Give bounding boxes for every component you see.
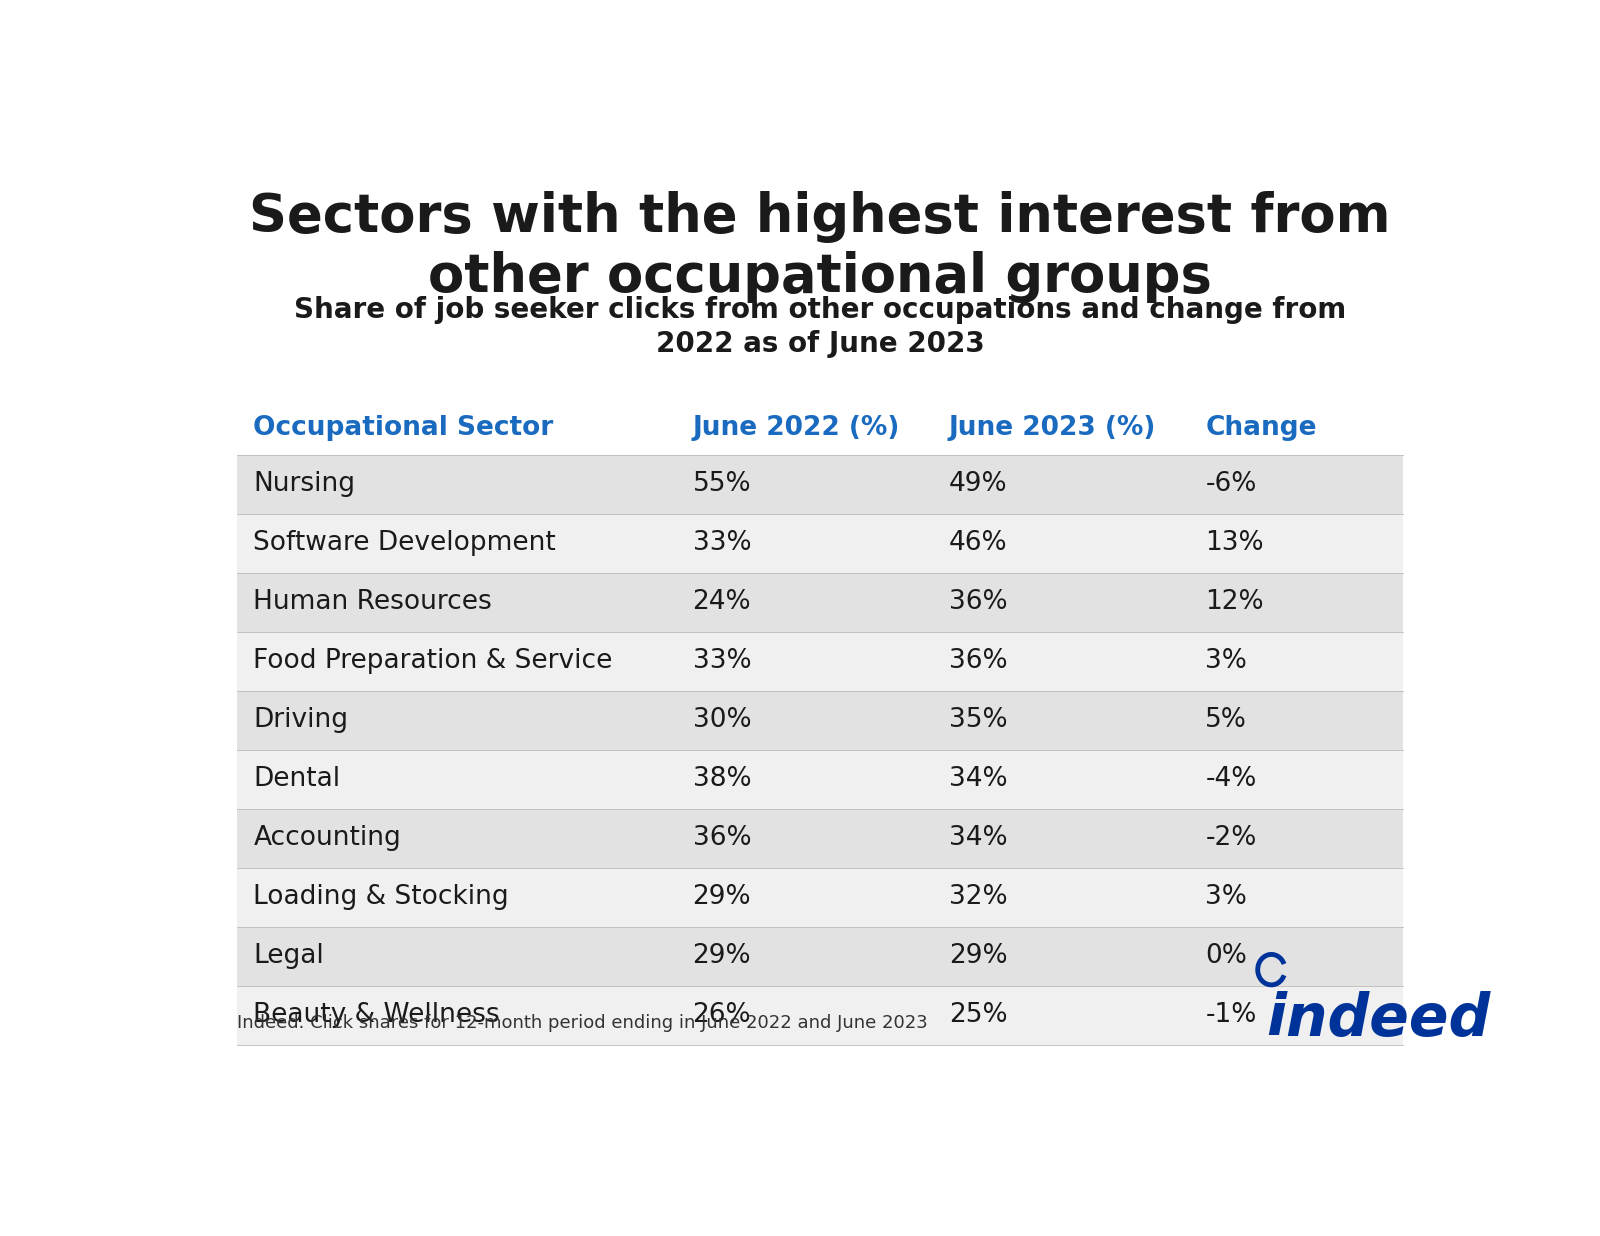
Text: 38%: 38% bbox=[693, 766, 750, 792]
Text: 46%: 46% bbox=[949, 530, 1008, 556]
Text: Legal: Legal bbox=[253, 943, 325, 969]
Text: 29%: 29% bbox=[693, 943, 750, 969]
Text: Human Resources: Human Resources bbox=[253, 590, 493, 616]
Text: Occupational Sector: Occupational Sector bbox=[253, 414, 554, 440]
Text: 24%: 24% bbox=[693, 590, 750, 616]
Text: 5%: 5% bbox=[1205, 707, 1248, 733]
Text: 36%: 36% bbox=[949, 590, 1008, 616]
Text: 12%: 12% bbox=[1205, 590, 1264, 616]
Text: Dental: Dental bbox=[253, 766, 341, 792]
Bar bbox=[237, 572, 1403, 632]
Text: 25%: 25% bbox=[949, 1002, 1008, 1028]
Text: Beauty & Wellness: Beauty & Wellness bbox=[253, 1002, 499, 1028]
Text: -4%: -4% bbox=[1205, 766, 1256, 792]
Text: 34%: 34% bbox=[949, 766, 1008, 792]
Text: 3%: 3% bbox=[1205, 649, 1248, 675]
Text: Loading & Stocking: Loading & Stocking bbox=[253, 884, 509, 911]
Text: 49%: 49% bbox=[949, 471, 1008, 497]
Text: 0%: 0% bbox=[1205, 943, 1248, 969]
Text: 30%: 30% bbox=[693, 707, 750, 733]
Text: Indeed. Click shares for 12-month period ending in June 2022 and June 2023: Indeed. Click shares for 12-month period… bbox=[237, 1014, 928, 1032]
Text: Software Development: Software Development bbox=[253, 530, 557, 556]
Text: 33%: 33% bbox=[693, 530, 750, 556]
Text: indeed: indeed bbox=[1267, 991, 1491, 1048]
Text: 26%: 26% bbox=[693, 1002, 750, 1028]
Bar bbox=[237, 632, 1403, 691]
Text: 36%: 36% bbox=[949, 649, 1008, 675]
Text: Share of job seeker clicks from other occupations and change from
2022 as of Jun: Share of job seeker clicks from other oc… bbox=[294, 295, 1346, 358]
Text: Change: Change bbox=[1205, 414, 1317, 440]
Text: 35%: 35% bbox=[949, 707, 1008, 733]
Text: June 2022 (%): June 2022 (%) bbox=[693, 414, 899, 440]
Text: 32%: 32% bbox=[949, 884, 1008, 911]
Text: Nursing: Nursing bbox=[253, 471, 355, 497]
Text: 29%: 29% bbox=[693, 884, 750, 911]
Bar bbox=[237, 691, 1403, 750]
Text: 13%: 13% bbox=[1205, 530, 1264, 556]
Bar bbox=[237, 455, 1403, 514]
Text: 3%: 3% bbox=[1205, 884, 1248, 911]
Text: 34%: 34% bbox=[949, 826, 1008, 852]
Bar bbox=[237, 986, 1403, 1044]
Text: 33%: 33% bbox=[693, 649, 750, 675]
Text: June 2023 (%): June 2023 (%) bbox=[949, 414, 1157, 440]
Text: 36%: 36% bbox=[693, 826, 750, 852]
Text: 29%: 29% bbox=[949, 943, 1008, 969]
Bar bbox=[237, 927, 1403, 986]
Bar bbox=[237, 514, 1403, 572]
Text: Driving: Driving bbox=[253, 707, 349, 733]
Text: Food Preparation & Service: Food Preparation & Service bbox=[253, 649, 613, 675]
Text: Accounting: Accounting bbox=[253, 826, 402, 852]
Bar bbox=[237, 750, 1403, 808]
Text: -2%: -2% bbox=[1205, 826, 1256, 852]
Text: -1%: -1% bbox=[1205, 1002, 1256, 1028]
Text: 55%: 55% bbox=[693, 471, 750, 497]
Bar bbox=[237, 868, 1403, 927]
Text: -6%: -6% bbox=[1205, 471, 1256, 497]
Text: Sectors with the highest interest from
other occupational groups: Sectors with the highest interest from o… bbox=[250, 192, 1390, 303]
Bar bbox=[237, 808, 1403, 868]
